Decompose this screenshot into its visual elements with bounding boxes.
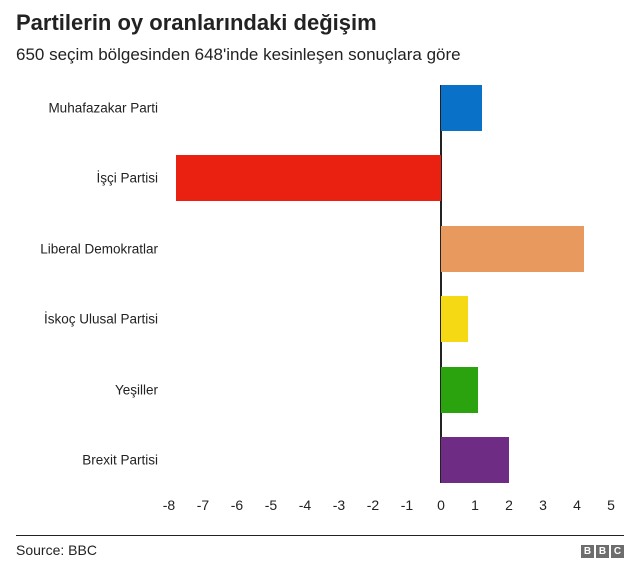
x-tick-label: -2 (366, 497, 380, 513)
x-tick-label: 0 (437, 497, 445, 513)
source-label: Source: BBC (16, 542, 97, 558)
bar (441, 437, 509, 483)
x-tick-label: 3 (539, 497, 547, 513)
category-label: Liberal Demokratlar (40, 241, 158, 257)
x-tick-label: -7 (196, 497, 210, 513)
x-tick-label: -6 (230, 497, 244, 513)
zero-axis-line (440, 85, 442, 483)
x-tick-label: -3 (332, 497, 346, 513)
x-tick-label: -1 (400, 497, 414, 513)
x-tick-label: -4 (298, 497, 312, 513)
bbc-logo-letter: B (596, 545, 609, 558)
category-label: İşçi Partisi (96, 170, 158, 186)
bbc-logo: B B C (581, 545, 624, 558)
x-tick-label: -5 (264, 497, 278, 513)
bar (441, 85, 482, 131)
category-label: Brexit Partisi (82, 452, 158, 468)
bbc-logo-letter: C (611, 545, 624, 558)
footer-divider (16, 535, 624, 536)
bar (441, 225, 584, 272)
x-tick-label: 4 (573, 497, 581, 513)
x-tick-label: 2 (505, 497, 513, 513)
x-tick-label: 5 (607, 497, 615, 513)
bbc-logo-letter: B (581, 545, 594, 558)
x-tick-label: -8 (162, 497, 176, 513)
bar (175, 155, 441, 202)
bar (441, 296, 469, 343)
category-label: Muhafazakar Parti (48, 100, 158, 116)
category-label: İskoç Ulusal Partisi (43, 311, 158, 327)
chart-subtitle: 650 seçim bölgesinden 648'inde kesinleşe… (16, 45, 461, 64)
x-tick-label: 1 (471, 497, 479, 513)
bar (441, 366, 479, 413)
chart-title: Partilerin oy oranlarındaki değişim (16, 10, 377, 35)
category-label: Yeşiller (114, 382, 158, 398)
